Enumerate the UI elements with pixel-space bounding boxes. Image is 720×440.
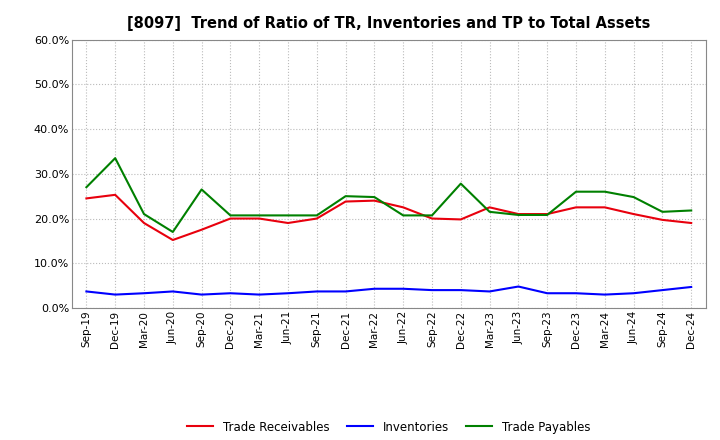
Inventories [514, 284, 523, 289]
Inventories [312, 289, 321, 294]
Line: Inventories: Inventories [86, 286, 691, 295]
Trade Receivables [629, 211, 638, 216]
Inventories [485, 289, 494, 294]
Inventories [255, 292, 264, 297]
Trade Receivables [543, 211, 552, 216]
Trade Payables [600, 189, 609, 194]
Trade Receivables [111, 192, 120, 198]
Trade Payables [514, 213, 523, 218]
Inventories [140, 290, 148, 296]
Inventories [399, 286, 408, 291]
Inventories [629, 290, 638, 296]
Trade Receivables [370, 198, 379, 203]
Inventories [226, 290, 235, 296]
Inventories [284, 290, 292, 296]
Trade Payables [226, 213, 235, 218]
Trade Payables [341, 194, 350, 199]
Inventories [341, 289, 350, 294]
Inventories [82, 289, 91, 294]
Trade Payables [82, 185, 91, 190]
Trade Receivables [255, 216, 264, 221]
Inventories [428, 287, 436, 293]
Trade Payables [168, 229, 177, 235]
Inventories [687, 284, 696, 290]
Trade Payables [485, 209, 494, 214]
Inventories [111, 292, 120, 297]
Trade Payables [140, 211, 148, 216]
Trade Receivables [428, 216, 436, 221]
Trade Payables [629, 194, 638, 200]
Trade Receivables [687, 220, 696, 226]
Trade Payables [399, 213, 408, 218]
Trade Receivables [312, 216, 321, 221]
Inventories [197, 292, 206, 297]
Trade Receivables [341, 199, 350, 204]
Trade Payables [658, 209, 667, 214]
Inventories [370, 286, 379, 291]
Trade Payables [370, 194, 379, 200]
Trade Receivables [140, 220, 148, 226]
Trade Receivables [399, 205, 408, 210]
Trade Receivables [226, 216, 235, 221]
Trade Receivables [485, 205, 494, 210]
Trade Payables [255, 213, 264, 218]
Trade Payables [197, 187, 206, 192]
Trade Payables [428, 213, 436, 218]
Inventories [168, 289, 177, 294]
Inventories [658, 287, 667, 293]
Trade Receivables [168, 237, 177, 242]
Trade Receivables [600, 205, 609, 210]
Line: Trade Receivables: Trade Receivables [86, 195, 691, 240]
Inventories [600, 292, 609, 297]
Legend: Trade Receivables, Inventories, Trade Payables: Trade Receivables, Inventories, Trade Pa… [183, 416, 595, 438]
Trade Payables [111, 155, 120, 161]
Trade Payables [543, 213, 552, 218]
Trade Payables [572, 189, 580, 194]
Trade Receivables [197, 227, 206, 232]
Title: [8097]  Trend of Ratio of TR, Inventories and TP to Total Assets: [8097] Trend of Ratio of TR, Inventories… [127, 16, 650, 32]
Trade Receivables [658, 217, 667, 223]
Trade Receivables [514, 211, 523, 216]
Trade Payables [456, 181, 465, 186]
Trade Payables [687, 208, 696, 213]
Inventories [456, 287, 465, 293]
Trade Receivables [572, 205, 580, 210]
Line: Trade Payables: Trade Payables [86, 158, 691, 232]
Trade Payables [284, 213, 292, 218]
Trade Receivables [284, 220, 292, 226]
Trade Payables [312, 213, 321, 218]
Trade Receivables [456, 217, 465, 222]
Inventories [543, 290, 552, 296]
Inventories [572, 290, 580, 296]
Trade Receivables [82, 196, 91, 201]
